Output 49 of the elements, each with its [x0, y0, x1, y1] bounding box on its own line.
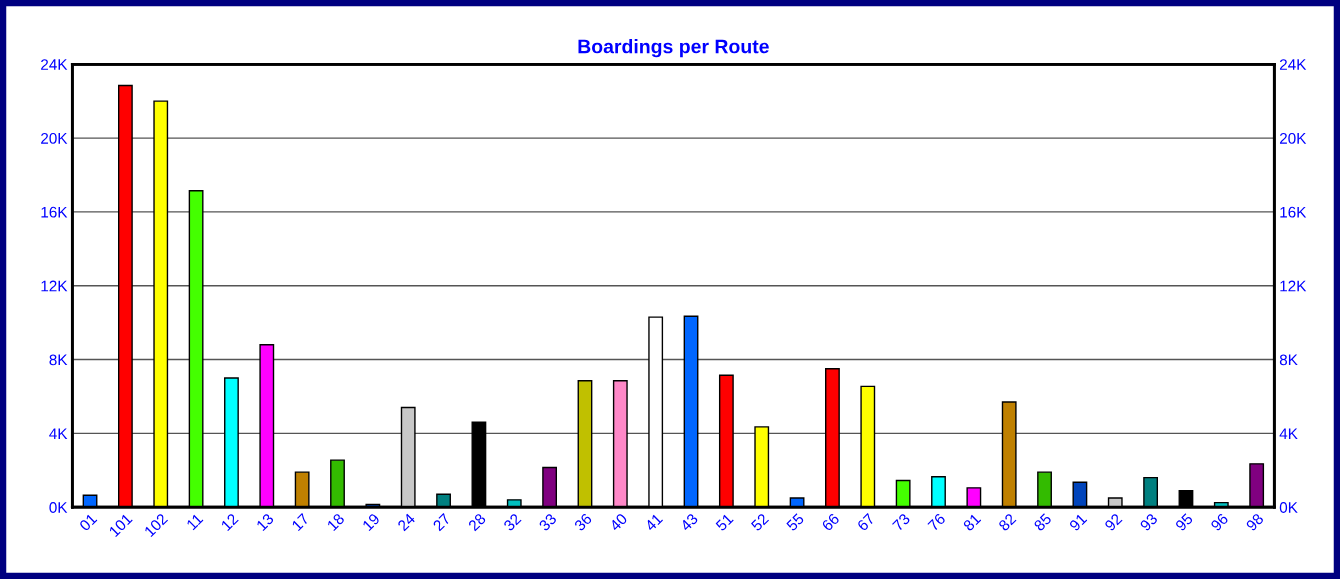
x-tick-label: 76: [927, 512, 946, 532]
x-tick-label: 82: [997, 512, 1017, 532]
x-tick-label: 33: [538, 512, 558, 532]
x-tick-label: 24: [397, 512, 416, 532]
y2-tick-label: 24K: [1279, 59, 1307, 70]
y2-tick-label: 12K: [1280, 280, 1307, 292]
x-tick-label: 01: [78, 512, 98, 532]
x-tick-label: 11: [186, 512, 204, 531]
x-tick-label: 95: [1174, 512, 1194, 532]
x-tick-label: 17: [291, 513, 310, 532]
x-tick-label: 55: [785, 512, 805, 532]
x-tick-label: 81: [962, 512, 982, 532]
y-tick-label: 4K: [49, 428, 68, 439]
x-tick-label: 18: [326, 512, 345, 532]
y2-tick-label: 4K: [1279, 428, 1298, 439]
x-tick-label: 98: [1245, 512, 1265, 532]
x-tick-label: 32: [502, 512, 522, 532]
x-tick-label: 93: [1139, 512, 1159, 532]
y2-tick-label: 8K: [1279, 354, 1298, 366]
x-tick-label: 85: [1033, 512, 1053, 532]
x-tick-label: 43: [679, 512, 699, 532]
chart-title: Boardings per Route: [578, 39, 769, 58]
y-tick-label: 8K: [49, 354, 68, 366]
y2-tick-label: 20K: [1279, 132, 1307, 144]
x-tick-label: 73: [891, 512, 911, 532]
y2-tick-label: 16K: [1280, 206, 1307, 218]
x-tick-label: 28: [467, 512, 487, 532]
y2-tick-label: 0K: [1279, 502, 1298, 513]
x-tick-label: 91: [1068, 512, 1088, 532]
x-tick-label: 52: [750, 512, 770, 532]
x-tick-label: 36: [573, 512, 593, 532]
x-tick-label: 12: [220, 512, 239, 532]
y-tick-label: 12K: [41, 280, 68, 292]
x-tick-label: 51: [715, 512, 734, 532]
x-tick-label: 101: [108, 512, 133, 538]
x-tick-label: 66: [821, 512, 840, 532]
y-tick-label: 0K: [49, 502, 68, 513]
x-tick-label: 41: [644, 512, 663, 532]
x-tick-label: 102: [143, 512, 169, 538]
y-tick-label: 24K: [41, 59, 68, 70]
x-tick-label: 96: [1210, 512, 1229, 532]
x-tick-label: 27: [432, 512, 451, 532]
x-tick-label: 92: [1104, 512, 1123, 532]
x-tick-label: 13: [255, 512, 275, 532]
x-tick-label: 67: [856, 512, 876, 532]
x-tick-label: 40: [608, 512, 628, 532]
x-tick-label: 19: [361, 512, 381, 532]
y-tick-label: 16K: [41, 206, 68, 218]
y-tick-label: 20K: [41, 132, 68, 144]
